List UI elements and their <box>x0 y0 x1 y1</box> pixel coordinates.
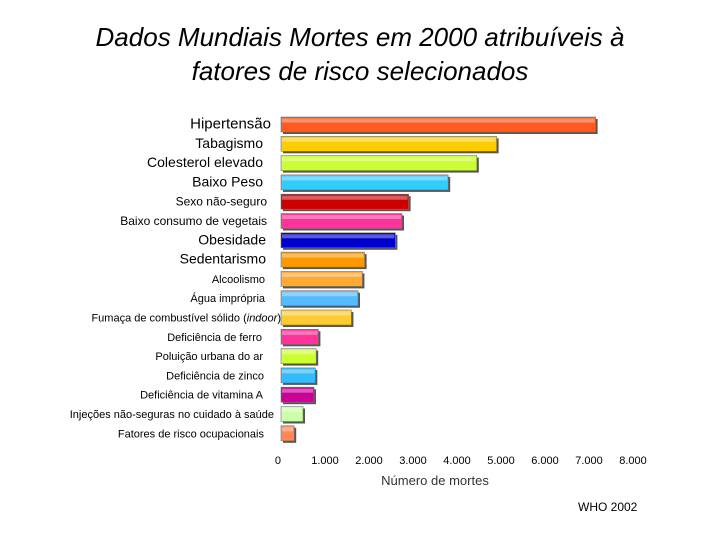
category-label-tabagismo: Tabagismo <box>195 135 263 151</box>
x-axis-label: Número de mortes <box>381 473 489 488</box>
bar-fatores-de-risco-ocupacionais <box>280 425 295 442</box>
bar-baixo-consumo-de-vegetais <box>280 213 403 229</box>
category-label-sedentarismo: Sedentarismo <box>180 251 267 267</box>
chart-title-line-2: fatores de risco selecionados <box>191 56 529 86</box>
bar-fumaca-de-combustivel-solido-indoor <box>280 309 352 326</box>
bar-highlight-sexo-nao-seguro <box>282 195 408 200</box>
bar-obesidade <box>280 232 396 249</box>
bar-sedentarismo <box>280 251 365 268</box>
bar-colesterol-elevado <box>280 155 478 171</box>
category-label-injecoes-nao-seguras-no-cuidado-a-saude: Injeções não-seguras no cuidado à saúde <box>70 409 274 421</box>
bar-highlight-injecoes-nao-seguras-no-cuidado-a-saude <box>282 408 302 412</box>
bar-highlight-alcoolismo <box>282 272 362 277</box>
x-tick-label: 5.000 <box>487 455 515 467</box>
category-label-deficiencia-de-ferro: Deficiência de ferro <box>167 332 262 344</box>
category-label-fatores-de-risco-ocupacionais: Fatores de risco ocupacionais <box>118 428 265 440</box>
bar-highlight-fumaca-de-combustivel-solido-indoor <box>282 311 351 316</box>
x-tick-label: 7.000 <box>575 455 603 467</box>
x-tick-label: 2.000 <box>355 455 383 467</box>
bar-highlight-fatores-de-risco-ocupacionais <box>282 427 294 432</box>
category-label-hipertensao: Hipertensão <box>190 116 271 133</box>
chart-title: Dados Mundiais Mortes em 2000 atribuívei… <box>0 20 720 88</box>
x-tick-label: 6.000 <box>531 455 559 467</box>
bar-agua-impropria <box>280 290 359 307</box>
bar-highlight-hipertensao <box>282 118 595 123</box>
bar-deficiencia-de-vitamina-a <box>280 386 315 403</box>
category-label-poluicao-urbana-do-ar: Poluição urbana do ar <box>155 351 263 363</box>
category-labels: Hipertensão Tabagismo Colesterol elevado Ba… <box>70 116 281 441</box>
chart-title-line-1: Dados Mundiais Mortes em 2000 atribuívei… <box>95 22 625 52</box>
bar-alcoolismo <box>280 271 363 287</box>
x-tick-label: 0 <box>275 455 281 467</box>
bar-injecoes-nao-seguras-no-cuidado-a-saude <box>280 406 304 422</box>
bar-poluicao-urbana-do-ar <box>280 348 317 364</box>
category-label-alcoolismo: Alcoolismo <box>212 274 265 286</box>
bar-highlight-baixo-peso <box>282 176 448 181</box>
bar-highlight-deficiencia-de-ferro <box>282 330 318 335</box>
x-tick-label: 1.000 <box>311 455 339 467</box>
category-label-baixo-peso: Baixo Peso <box>192 173 263 189</box>
bar-hipertensao <box>280 116 596 133</box>
category-label-baixo-consumo-de-vegetais: Baixo consumo de vegetais <box>120 214 267 228</box>
bar-highlight-baixo-consumo-de-vegetais <box>282 215 401 219</box>
category-label-fumaca-de-combustivel-solido-indoor: Fumaça de combustível sólido (indoor) <box>91 313 281 325</box>
bar-highlight-agua-impropria <box>282 292 357 297</box>
x-tick-label: 3.000 <box>399 455 427 467</box>
bar-highlight-deficiencia-de-vitamina-a <box>282 388 313 393</box>
x-tick-label: 4.000 <box>443 455 471 467</box>
bar-baixo-peso <box>280 174 449 191</box>
x-tick-label: 8.000 <box>619 455 647 467</box>
category-label-agua-impropria: Água imprópria <box>190 292 265 305</box>
bar-deficiencia-de-ferro <box>280 328 319 345</box>
bar-deficiencia-de-zinco <box>280 367 316 384</box>
bar-highlight-deficiencia-de-zinco <box>282 369 315 374</box>
bar-highlight-tabagismo <box>282 137 496 142</box>
bar-group <box>280 116 598 443</box>
category-label-deficiencia-de-vitamina-a: Deficiência de vitamina A <box>140 390 264 402</box>
bar-sexo-nao-seguro <box>280 193 409 210</box>
x-tick-labels: 0 1.000 2.000 3.000 4.000 5.000 6.000 7.000 8.00… <box>275 455 647 467</box>
source-label: WHO 2002 <box>578 500 638 514</box>
bar-highlight-obesidade <box>282 234 395 239</box>
category-label-sexo-nao-seguro: Sexo não-seguro <box>176 195 268 209</box>
bar-highlight-sedentarismo <box>282 253 364 258</box>
bar-highlight-colesterol-elevado <box>282 157 476 162</box>
category-label-obesidade: Obesidade <box>198 231 266 247</box>
category-label-deficiencia-de-zinco: Deficiência de zinco <box>166 370 264 382</box>
bar-highlight-poluicao-urbana-do-ar <box>282 350 316 355</box>
bar-tabagismo <box>280 136 497 152</box>
category-label-colesterol-elevado: Colesterol elevado <box>147 154 263 170</box>
